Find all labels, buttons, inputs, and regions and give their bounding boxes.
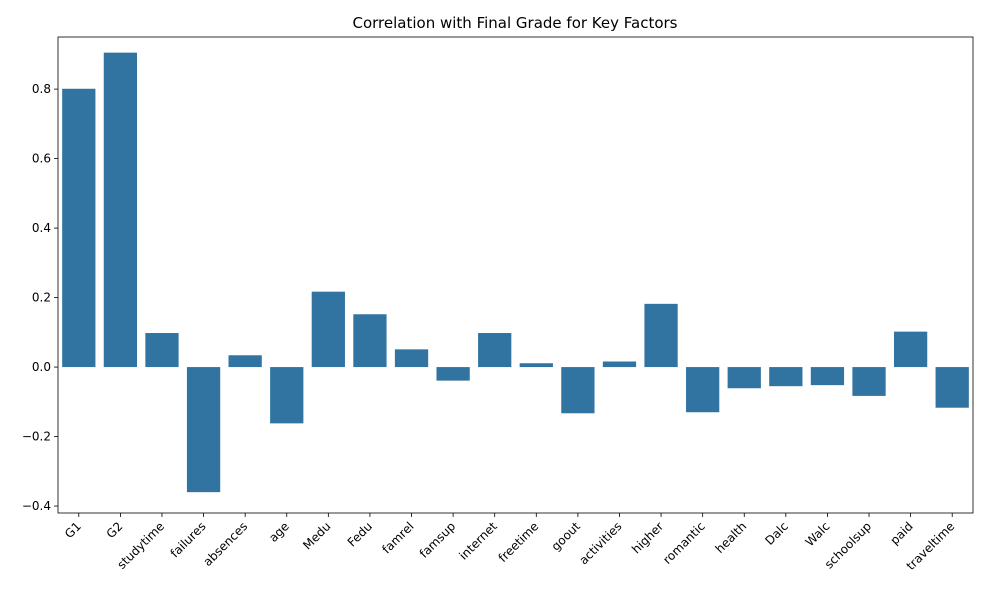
x-tick-label: failures xyxy=(168,519,209,560)
x-tick-label: goout xyxy=(549,519,584,554)
y-tick-label: 0.6 xyxy=(32,152,51,166)
chart-title: Correlation with Final Grade for Key Fac… xyxy=(353,14,678,32)
y-tick-label: 0.4 xyxy=(32,221,51,235)
x-tick-label: Walc xyxy=(803,519,833,549)
bar-Fedu xyxy=(353,314,387,368)
bar-traveltime xyxy=(935,367,969,408)
bar-schoolsup xyxy=(852,367,886,396)
bar-freetime xyxy=(519,363,553,368)
bars-layer xyxy=(62,52,969,493)
y-tick-label: −0.4 xyxy=(22,499,51,513)
x-tick-label: internet xyxy=(456,519,500,563)
x-tick-label: famrel xyxy=(379,519,416,556)
plot-frame xyxy=(57,36,974,514)
x-tick-label: health xyxy=(713,519,750,556)
x-tick-label: absences xyxy=(200,519,250,569)
bar-romantic xyxy=(686,367,720,413)
x-tick-label: G2 xyxy=(104,519,126,541)
x-tick-label: famsup xyxy=(417,519,459,561)
bar-activities xyxy=(602,361,637,368)
bar-higher xyxy=(644,303,678,368)
bar-internet xyxy=(478,333,512,368)
bar-Dalc xyxy=(769,367,803,387)
y-tick-label: 0.2 xyxy=(32,291,51,305)
bar-absences xyxy=(228,355,262,368)
bar-age xyxy=(270,367,304,424)
bar-famsup xyxy=(436,367,470,381)
x-tick-label: Fedu xyxy=(345,519,375,549)
x-tick-label: activities xyxy=(576,519,624,567)
x-tick-label: romantic xyxy=(660,519,708,567)
bar-G2 xyxy=(103,52,138,368)
y-tick-label: 0.8 xyxy=(32,82,51,96)
x-tick-label: higher xyxy=(629,519,666,556)
bar-famrel xyxy=(394,349,429,368)
x-tick-label: Dalc xyxy=(762,519,791,548)
bar-paid xyxy=(893,331,928,368)
bar-Walc xyxy=(810,367,845,386)
bar-failures xyxy=(186,367,221,493)
bar-studytime xyxy=(145,333,179,368)
x-tick-label: Medu xyxy=(300,519,333,552)
y-tick-label: 0.0 xyxy=(32,360,51,374)
bar-Medu xyxy=(311,291,345,368)
bar-goout xyxy=(561,367,595,414)
x-tick-label: paid xyxy=(888,519,916,547)
bar-health xyxy=(727,367,761,389)
y-tick-label: −0.2 xyxy=(22,430,51,444)
x-tick-label: freetime xyxy=(496,519,542,565)
x-tick-label: age xyxy=(266,519,292,545)
x-tick-label: G1 xyxy=(62,519,84,541)
bar-G1 xyxy=(62,88,96,368)
